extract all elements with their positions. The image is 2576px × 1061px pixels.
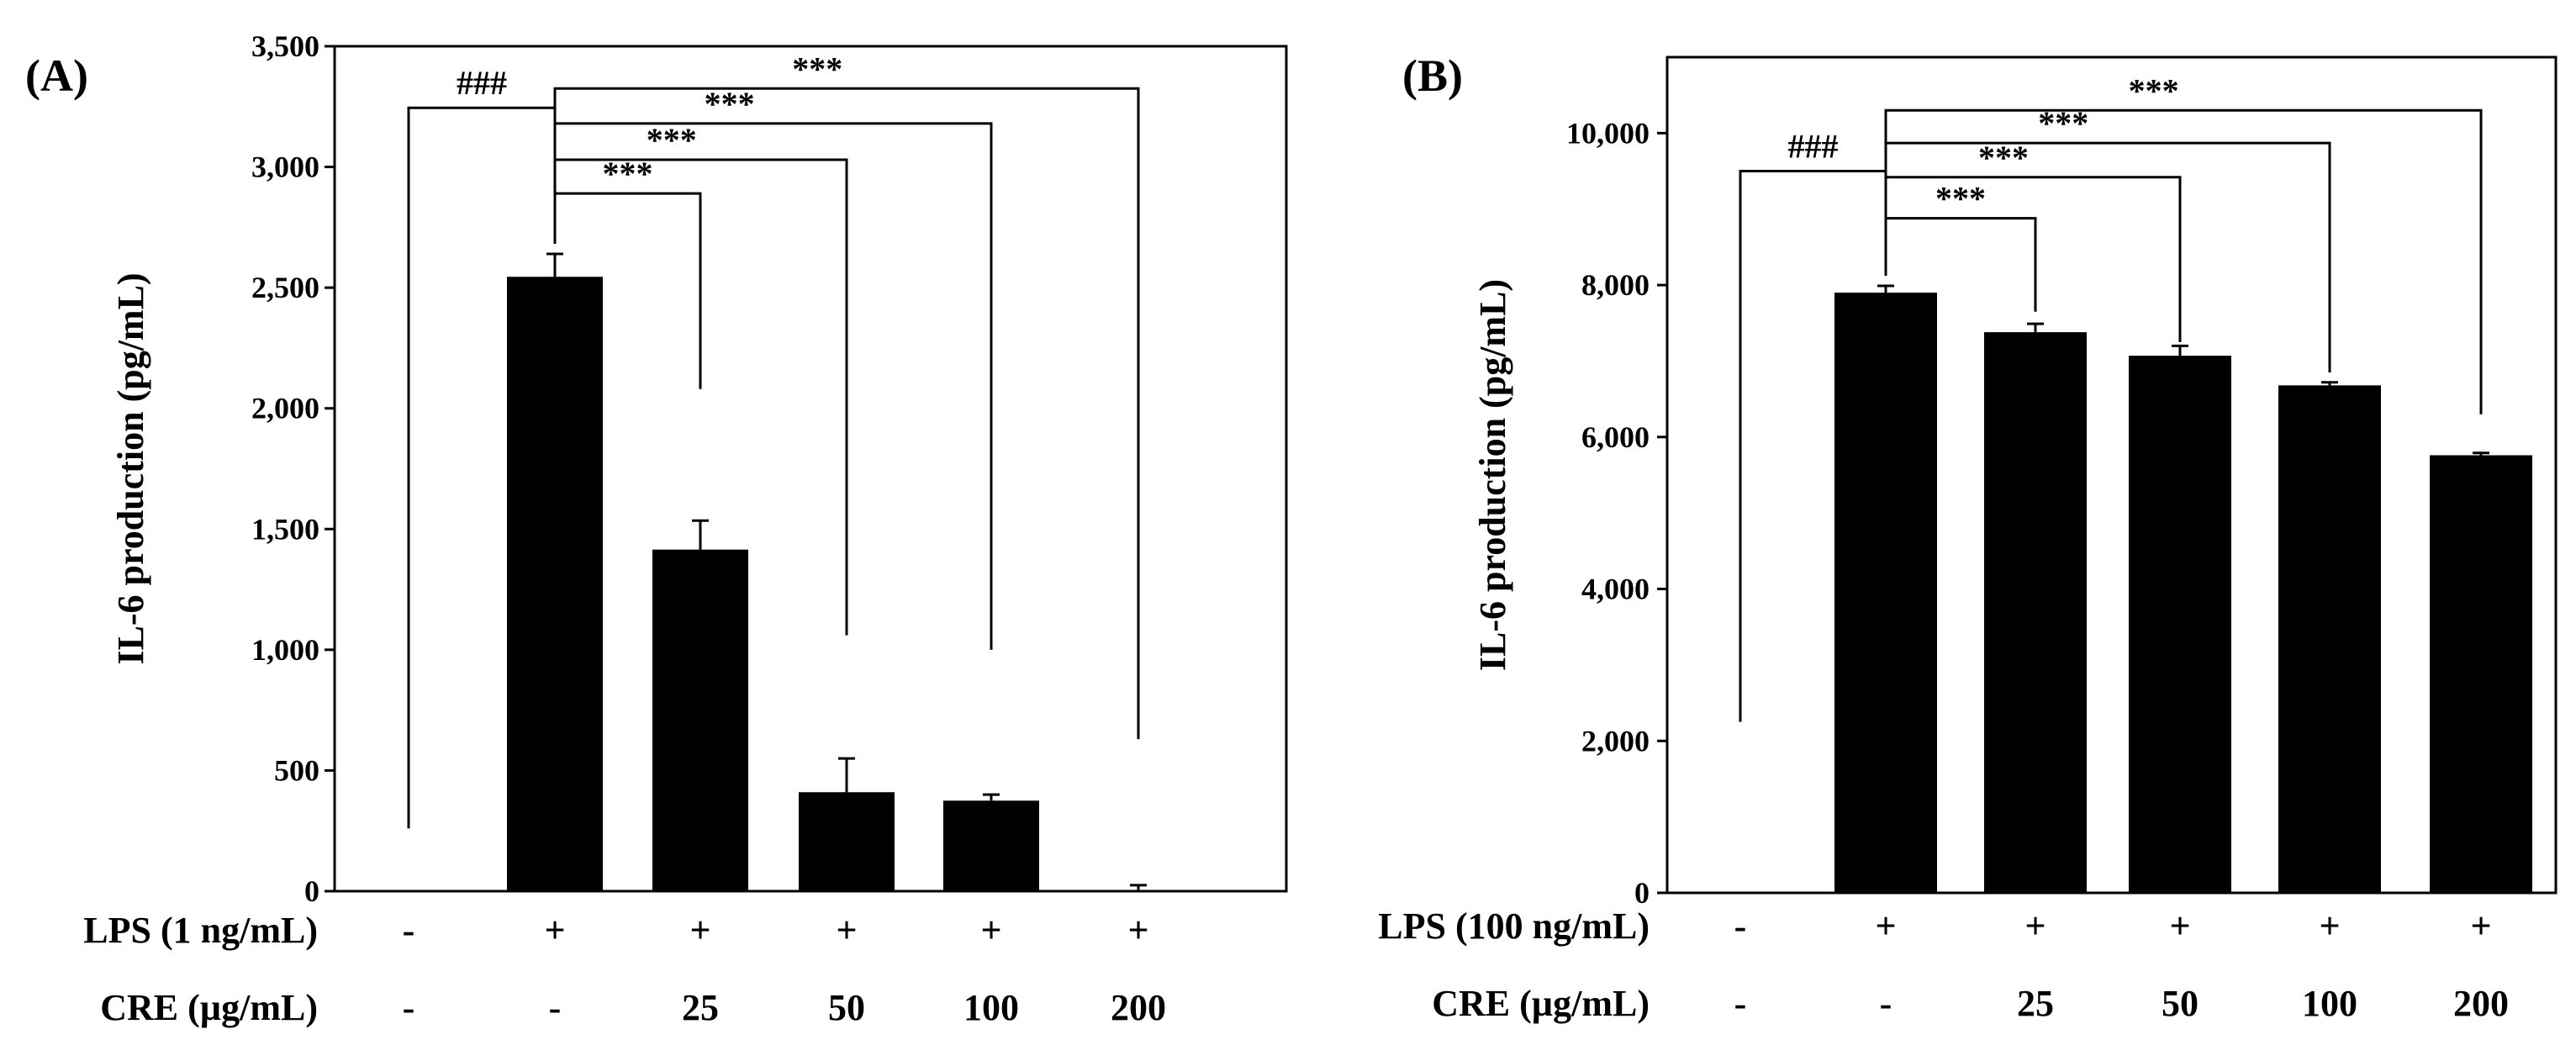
panel-a-lps-value-1: + (544, 910, 565, 951)
panel-a-lps-value-4: + (980, 910, 1001, 951)
panel-b-frame (1665, 55, 2558, 895)
panel-b-cre-value-5: 200 (2453, 983, 2509, 1024)
panel-a-ytick-label: 3,500 (251, 29, 319, 63)
panel-b-cre-row-label: CRE (µg/mL) (1432, 983, 1650, 1024)
panel-b-ytick-label: 10,000 (1566, 116, 1650, 150)
panel-b-sig-bracket-1 (1884, 176, 2182, 342)
panel-b-cre-value-4: 100 (2302, 983, 2357, 1024)
panel-a-cre-value-2: 25 (682, 987, 719, 1028)
panel-a-hash-label: ### (457, 64, 507, 102)
panel-a-bar-2 (652, 549, 748, 891)
panel-b-cre-value-2: 25 (2017, 983, 2054, 1024)
panel-a-cre-value-1: - (549, 987, 562, 1028)
panel-a-lps-value-3: + (836, 910, 857, 951)
panel-a-lps-value-0: - (403, 910, 415, 951)
panel-a-lps-row-label: LPS (1 ng/mL) (83, 910, 318, 951)
panel-b-cre-value-3: 50 (2162, 983, 2199, 1024)
panel-a-sig-bracket-0 (553, 192, 702, 389)
panel-a-sig-label-3: *** (792, 50, 842, 87)
panel-b-lps-value-1: + (1875, 905, 1896, 947)
panel-a-ytick-label: 2,000 (251, 392, 319, 425)
panel-a-sig-label-1: *** (647, 121, 697, 159)
panel-b-sig-label-1: *** (1978, 139, 2029, 177)
panel-a-ytick-label: 3,000 (251, 150, 319, 184)
panel-b-ylabel: IL-6 production (pg/mL) (1472, 279, 1513, 671)
panel-a-bar-3 (799, 792, 895, 891)
panel-b-hash-label: ### (1788, 128, 1839, 166)
panel-a-ylabel: IL-6 production (pg/mL) (110, 272, 151, 664)
panel-a-sig-bracket-1 (553, 158, 848, 636)
panel-a-sig-label-0: *** (603, 155, 653, 193)
panel-b-cre-value-0: - (1734, 983, 1747, 1024)
panel-b-ytick-label: 0 (1634, 876, 1650, 910)
panel-b-ytick-label: 8,000 (1581, 268, 1650, 302)
panel-a-cre-row-label: CRE (µg/mL) (100, 987, 318, 1028)
panel-b-lps-value-0: - (1734, 905, 1747, 947)
panel-b-lps-value-5: + (2470, 905, 2491, 947)
panel-b-lps-row-label: LPS (100 ng/mL) (1378, 905, 1650, 947)
panel-a-ytick-label: 1,500 (251, 512, 319, 546)
panel-b-lps-value-3: + (2169, 905, 2190, 947)
panel-b-ytick-label: 2,000 (1581, 724, 1650, 757)
panel-b-label: (B) (1402, 50, 1463, 101)
panel-a-cre-value-4: 100 (963, 987, 1019, 1028)
panel-b-sig-label-3: *** (2129, 71, 2179, 109)
panel-b-cre-value-1: - (1880, 983, 1892, 1024)
panel-a-lps-value-2: + (689, 910, 710, 951)
panel-a-lps-value-5: + (1127, 910, 1148, 951)
panel-b-bar-1 (1834, 293, 1937, 893)
panel-a-sig-label-2: *** (705, 85, 755, 123)
panel-a-frame (333, 45, 1288, 893)
panel-b-ytick-label: 4,000 (1581, 573, 1650, 606)
panel-b-lps-value-2: + (2024, 905, 2045, 947)
panel-b-sig-bracket-3 (1884, 108, 2483, 414)
panel-b-bar-4 (2278, 385, 2381, 893)
panel-b-ytick-label: 6,000 (1581, 420, 1650, 454)
panel-a-sig-bracket-2 (553, 122, 993, 650)
panel-a-sig-bracket-3 (553, 87, 1140, 740)
panel-a-cre-value-5: 200 (1111, 987, 1166, 1028)
panel-a-ytick-label: 0 (304, 874, 319, 908)
panel-b-bar-5 (2430, 455, 2532, 893)
panel-a-ytick-label: 500 (274, 753, 319, 787)
panel-b-sig-bracket-0 (1884, 217, 2037, 312)
panel-b-lps-value-4: + (2319, 905, 2340, 947)
panel-a-label: (A) (25, 50, 88, 101)
panel-a-ytick-label: 2,500 (251, 271, 319, 304)
panel-b-sig-label-0: *** (1935, 180, 1986, 218)
panel-a-cre-value-3: 50 (828, 987, 865, 1028)
panel-b-sig-bracket-2 (1884, 141, 2331, 373)
panel-a-bar-5 (1090, 889, 1186, 891)
panel-a-ytick-label: 1,000 (251, 633, 319, 667)
panel-a-cre-value-0: - (403, 987, 415, 1028)
panel-a-bar-1 (507, 277, 603, 891)
panel-b-bar-2 (1984, 332, 2087, 894)
panel-a-bar-4 (943, 800, 1039, 891)
panel-b-bar-3 (2129, 356, 2231, 893)
